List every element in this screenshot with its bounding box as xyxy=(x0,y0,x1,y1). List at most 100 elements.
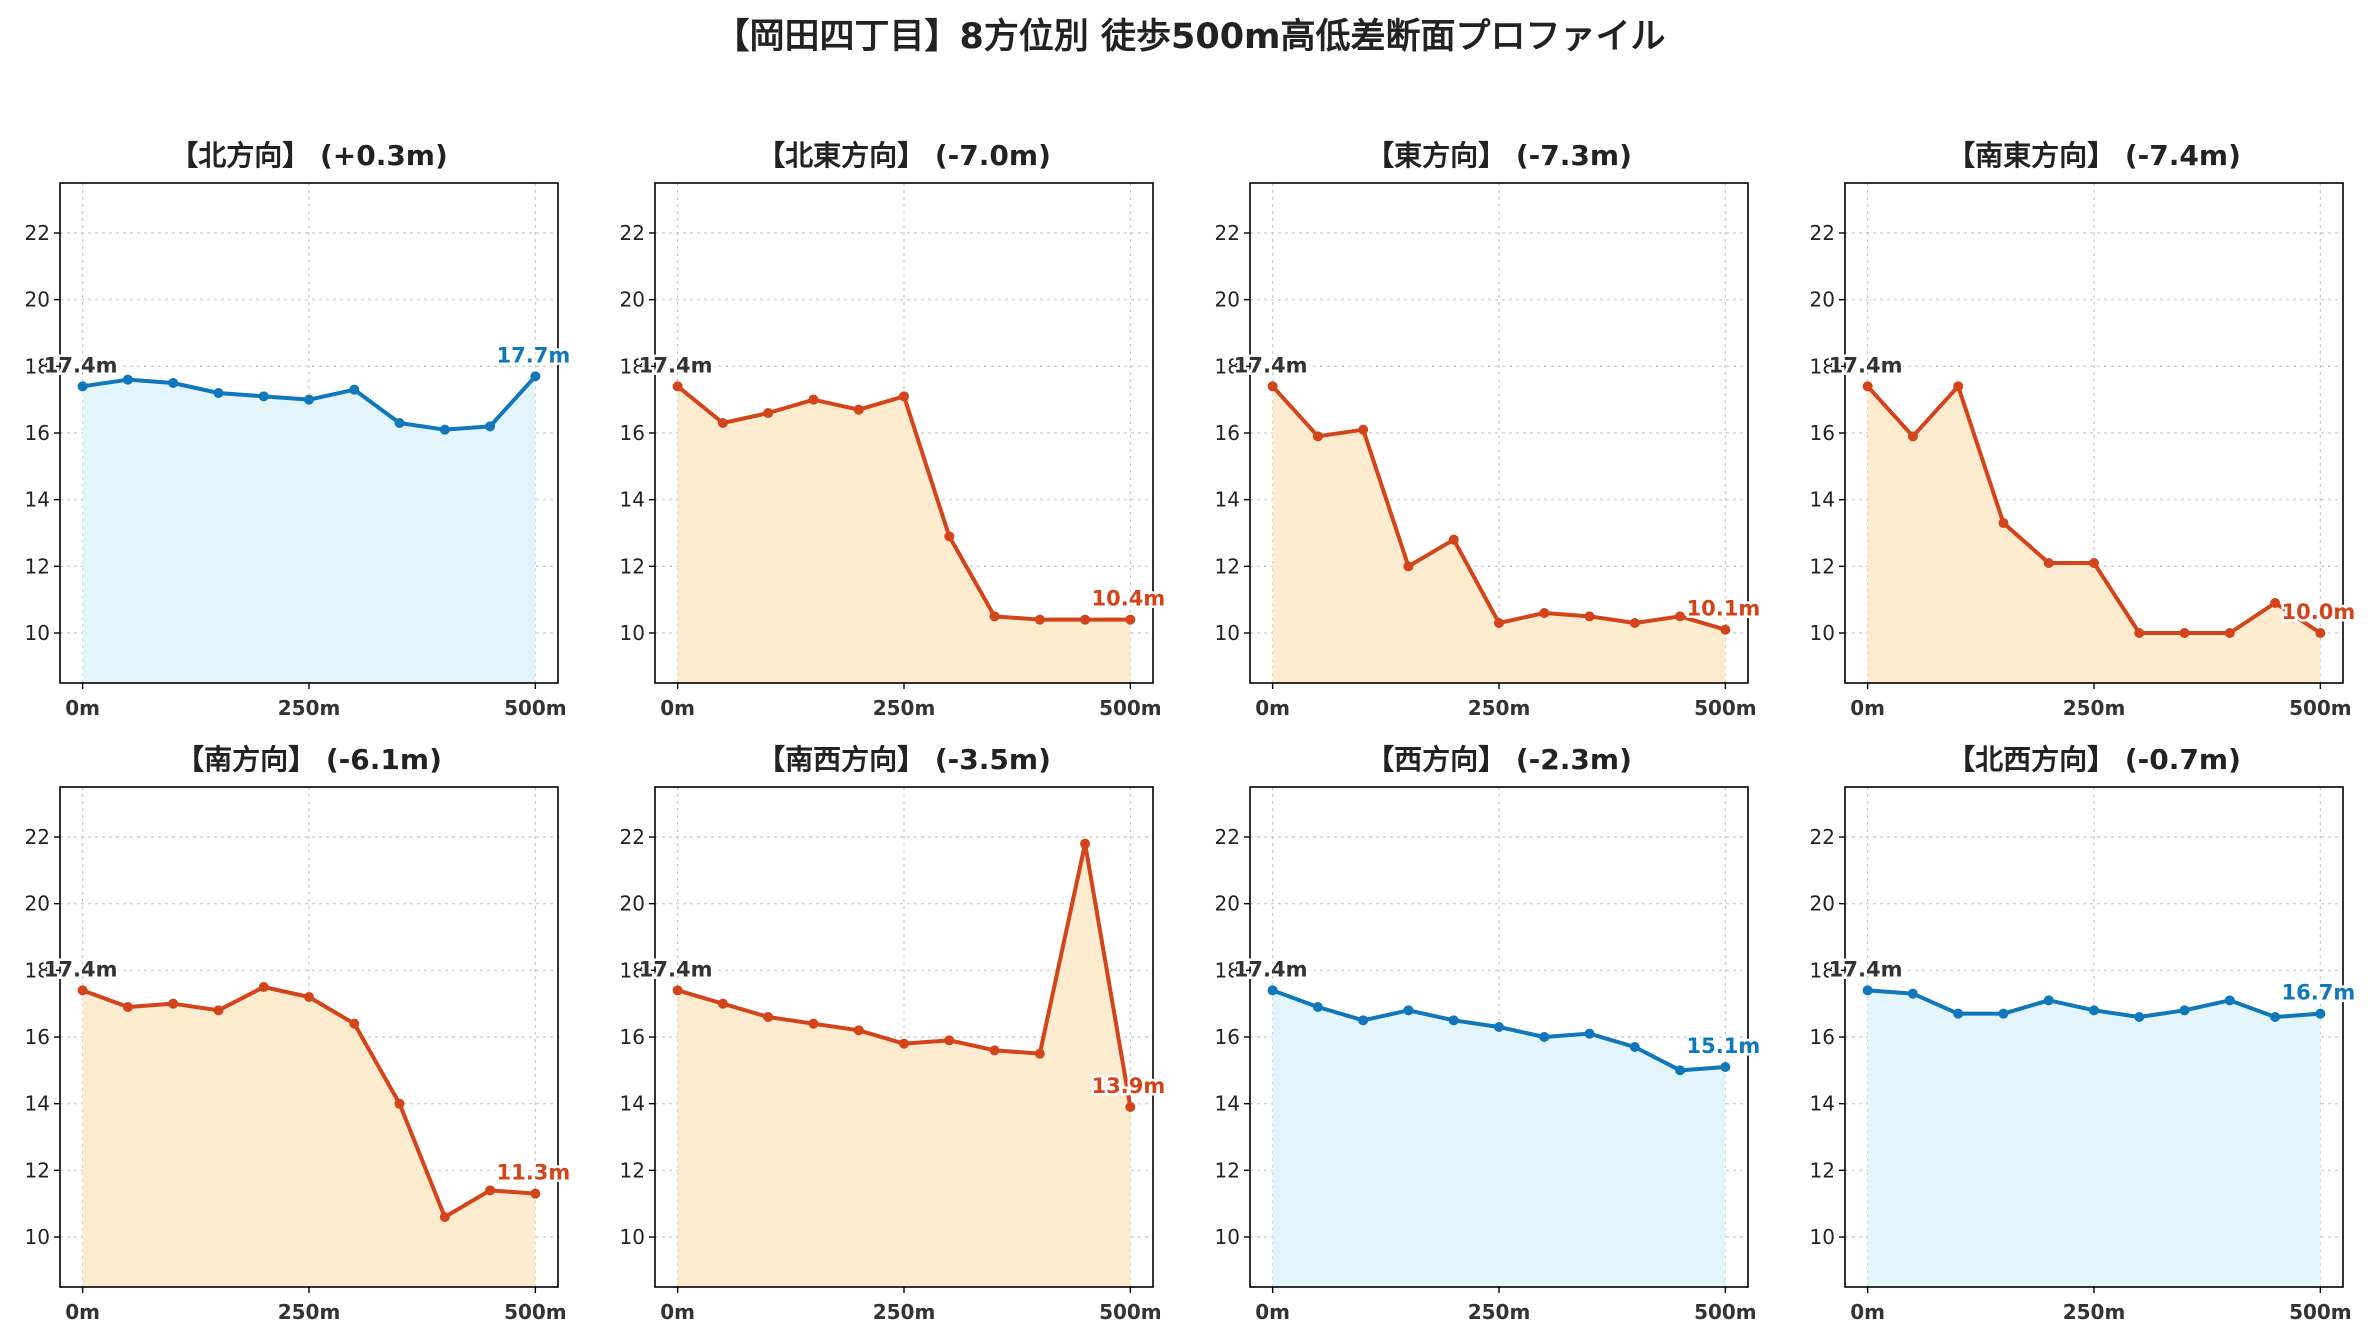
y-tick-label: 16 xyxy=(1215,1025,1240,1049)
data-point xyxy=(304,394,314,405)
y-tick-label: 10 xyxy=(25,621,50,645)
end-elevation-label: 10.4m xyxy=(1092,587,1166,611)
chart-panel: 【西方向】 (-2.3m) 10 12 14 16 18 20 22 0m 250m 500m 17.… xyxy=(1215,743,1763,1324)
elevation-area xyxy=(82,376,536,683)
y-tick-label: 14 xyxy=(1810,1092,1835,1116)
x-tick-label: 250m xyxy=(1468,696,1531,720)
x-tick-label: 0m xyxy=(1850,1300,1885,1324)
data-point xyxy=(1358,1015,1369,1026)
chart-panel: 【北東方向】 (-7.0m) 10 12 14 16 18 20 22 0m 250m 500m 17… xyxy=(620,139,1168,720)
data-point xyxy=(989,611,1000,622)
y-tick-label: 22 xyxy=(25,825,50,849)
x-tick-label: 0m xyxy=(1255,696,1290,720)
data-point xyxy=(944,531,955,542)
data-point xyxy=(808,1018,819,1029)
y-tick-label: 10 xyxy=(1215,1225,1240,1249)
y-tick-label: 12 xyxy=(620,1158,645,1182)
data-point xyxy=(1629,618,1640,628)
y-tick-label: 12 xyxy=(1215,1158,1240,1182)
data-point xyxy=(1953,1008,1964,1019)
y-tick-label: 20 xyxy=(1810,892,1835,916)
start-elevation-label: 17.4m xyxy=(1234,957,1308,981)
y-tick-label: 22 xyxy=(25,221,50,245)
y-tick-label: 10 xyxy=(1810,1225,1835,1249)
data-point xyxy=(349,384,360,395)
end-elevation-label: 17.7m xyxy=(497,343,571,367)
data-point xyxy=(2179,1005,2190,1016)
data-point xyxy=(1862,381,1873,392)
data-point xyxy=(2270,598,2281,608)
x-tick-label: 0m xyxy=(660,696,695,720)
data-point xyxy=(1080,614,1091,625)
data-point xyxy=(485,421,496,432)
x-tick-label: 500m xyxy=(1099,1300,1162,1324)
data-point xyxy=(258,391,269,402)
data-point xyxy=(1629,1042,1640,1052)
data-point xyxy=(1720,624,1731,635)
y-tick-label: 18 xyxy=(1810,958,1835,982)
data-point xyxy=(899,391,909,402)
y-tick-label: 20 xyxy=(25,892,50,916)
x-tick-label: 500m xyxy=(2289,696,2352,720)
y-tick-label: 10 xyxy=(620,1225,645,1249)
x-tick-label: 250m xyxy=(873,1300,936,1324)
data-point xyxy=(349,1018,360,1029)
data-point xyxy=(1125,614,1136,625)
x-tick-label: 250m xyxy=(873,696,936,720)
data-point xyxy=(1125,1102,1136,1112)
y-tick-label: 20 xyxy=(25,288,50,312)
start-elevation-label: 17.4m xyxy=(639,957,713,981)
elevation-area xyxy=(677,386,1131,683)
data-point xyxy=(1312,431,1323,442)
elevation-area xyxy=(1272,386,1726,683)
y-tick-label: 22 xyxy=(620,825,645,849)
y-tick-label: 12 xyxy=(620,554,645,578)
data-point xyxy=(1403,561,1414,572)
x-tick-label: 500m xyxy=(504,696,567,720)
panel-title: 【北東方向】 (-7.0m) xyxy=(757,139,1051,172)
data-point xyxy=(1403,1005,1414,1016)
y-tick-label: 12 xyxy=(1215,554,1240,578)
data-point xyxy=(1448,1015,1459,1026)
data-point xyxy=(2134,1012,2145,1022)
data-point xyxy=(530,1188,541,1199)
data-point xyxy=(1494,1022,1504,1032)
y-tick-label: 10 xyxy=(1810,621,1835,645)
chart-panel: 【南東方向】 (-7.4m) 10 12 14 16 18 20 22 0m 250m 500m 17… xyxy=(1810,139,2358,720)
chart-panel: 【南方向】 (-6.1m) 10 12 14 16 18 20 22 0m 250m 500m 17.… xyxy=(25,743,573,1324)
y-tick-label: 16 xyxy=(25,1025,50,1049)
end-elevation-label: 15.1m xyxy=(1687,1034,1761,1058)
data-point xyxy=(1080,838,1091,849)
data-point xyxy=(1998,518,2009,528)
panel-title: 【北方向】 (+0.3m) xyxy=(170,139,448,172)
y-tick-label: 10 xyxy=(25,1225,50,1249)
data-point xyxy=(763,408,774,418)
data-point xyxy=(853,404,864,415)
x-tick-label: 0m xyxy=(65,1300,100,1324)
y-tick-label: 18 xyxy=(25,958,50,982)
data-point xyxy=(853,1025,864,1036)
panel-title: 【南西方向】 (-3.5m) xyxy=(757,743,1051,776)
y-tick-label: 10 xyxy=(1215,621,1240,645)
data-point xyxy=(1034,614,1045,625)
data-point xyxy=(989,1045,1000,1056)
x-tick-label: 500m xyxy=(504,1300,567,1324)
data-point xyxy=(1494,618,1504,628)
panel-title: 【南方向】 (-6.1m) xyxy=(176,743,442,776)
y-tick-label: 22 xyxy=(1810,221,1835,245)
data-point xyxy=(213,388,224,398)
data-point xyxy=(2315,628,2326,638)
y-tick-label: 18 xyxy=(25,354,50,378)
elevation-area xyxy=(1272,990,1726,1287)
data-point xyxy=(1907,431,1918,442)
start-elevation-label: 17.4m xyxy=(1829,353,1903,377)
y-tick-label: 16 xyxy=(620,421,645,445)
x-tick-label: 250m xyxy=(2063,1300,2126,1324)
y-tick-label: 18 xyxy=(620,958,645,982)
y-tick-label: 14 xyxy=(25,1092,50,1116)
x-tick-label: 500m xyxy=(2289,1300,2352,1324)
panel-title: 【西方向】 (-2.3m) xyxy=(1366,743,1632,776)
x-tick-label: 250m xyxy=(2063,696,2126,720)
